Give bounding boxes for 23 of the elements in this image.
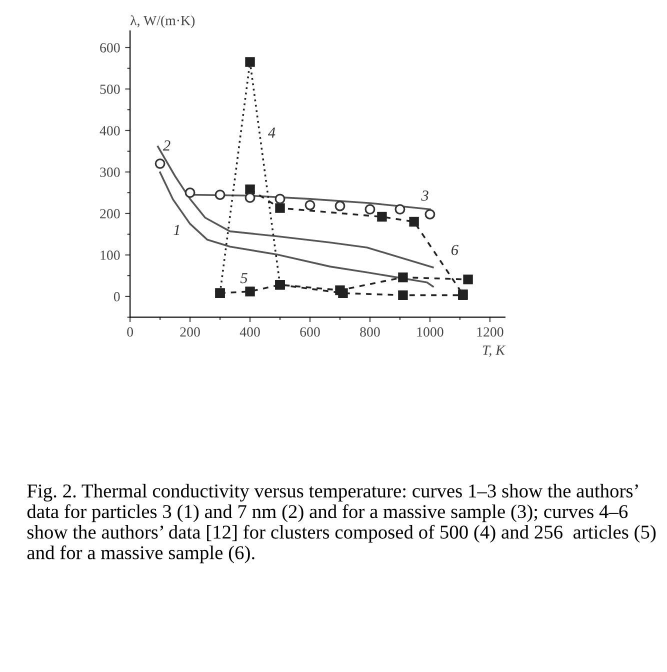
series-label: 3: [421, 190, 428, 201]
y-tick-label: 600: [100, 43, 120, 52]
x-tick-label: 0: [127, 327, 134, 337]
y-tick-label: 100: [100, 250, 120, 260]
y-tick-label: 300: [100, 168, 120, 177]
x-tick-label: 600: [300, 327, 320, 337]
series-label: 5: [240, 273, 248, 284]
y-tick-label: 200: [100, 209, 120, 218]
series-label: 4: [268, 128, 276, 138]
x-tick-label: 800: [360, 327, 380, 337]
y-axis-title: λ, W/(m·K): [130, 15, 195, 28]
series-label: 6: [451, 244, 458, 256]
x-tick-label: 1000: [417, 327, 444, 337]
y-tick-label: 500: [100, 84, 120, 94]
y-tick-label: 0: [114, 292, 120, 302]
series-label: 2: [162, 140, 170, 151]
caption: Fig. 2. Thermal conductivity versus temperature: curves 1–3 show the authors’ data for particles 3 (1) and 7 nm (2) and for a massive sample (3); curves 4–6 show the authors’ data [12] for clusters composed of 500 (4) and 256 articles (5) and for a massive sample (6).: [27, 484, 656, 564]
series-label: 1: [174, 224, 180, 235]
x-tick-label: 1200: [477, 327, 504, 337]
x-tick-label: 200: [180, 327, 200, 337]
y-tick-label: 400: [100, 126, 120, 136]
x-axis-title: T, K: [482, 346, 506, 357]
x-tick-label: 400: [240, 327, 260, 337]
